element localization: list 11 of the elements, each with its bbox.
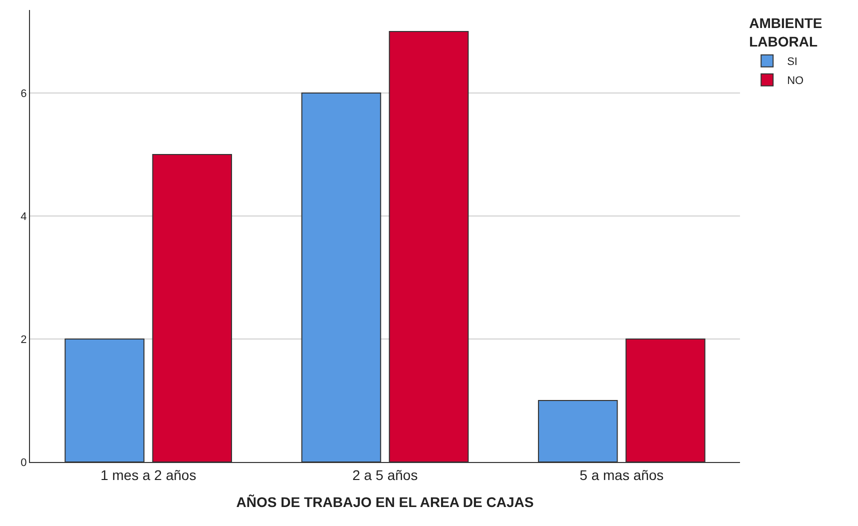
- y-tick-label: 2: [20, 334, 27, 346]
- y-tick-label: 6: [20, 88, 27, 100]
- x-axis-title: AÑOS DE TRABAJO EN EL AREA DE CAJAS: [236, 494, 534, 510]
- x-tick-label: 1 mes a 2 años: [100, 466, 196, 483]
- legend-title: AMBIENTE LABORAL: [749, 15, 822, 50]
- x-tick-label: 5 a mas años: [580, 466, 664, 483]
- y-tick-label: 4: [20, 210, 27, 223]
- y-tick-label: 0: [20, 456, 27, 469]
- x-tick-label: 2 a 5 años: [352, 466, 418, 483]
- legend-label: NO: [787, 75, 804, 88]
- legend-label: SI: [787, 56, 798, 68]
